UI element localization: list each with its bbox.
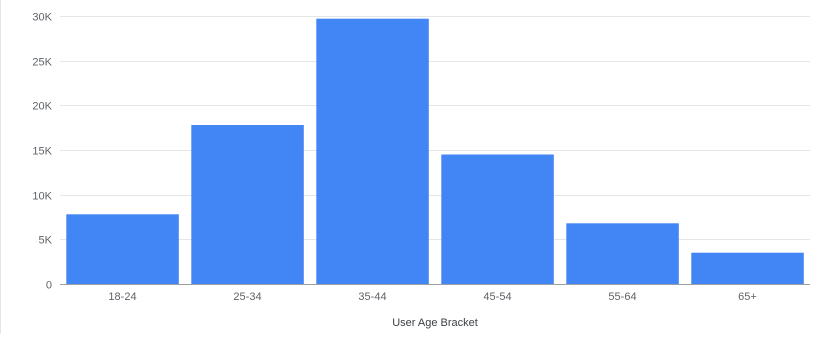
x-tick-label: 35-44: [358, 291, 386, 303]
y-tick-label: 15K: [32, 146, 52, 158]
gridlines: [60, 16, 810, 240]
x-tick-label: 65+: [738, 291, 757, 303]
y-tick-label: 10K: [32, 191, 52, 203]
y-tick-label: 25K: [32, 57, 52, 69]
bar-55-64[interactable]: [566, 223, 679, 284]
y-tick-label: 20K: [32, 101, 52, 113]
bar-25-34[interactable]: [191, 125, 304, 284]
x-tick-label: 18-24: [108, 291, 136, 303]
y-tick-label: 0: [46, 280, 52, 292]
bars: [66, 18, 804, 285]
x-axis-tick-labels: 18-24 25-34 35-44 45-54 55-64 65+: [108, 291, 756, 303]
x-tick-label: 45-54: [483, 291, 511, 303]
y-tick-label: 5K: [39, 235, 53, 247]
bar-35-44[interactable]: [316, 18, 429, 284]
x-tick-label: 55-64: [608, 291, 636, 303]
bar-65+[interactable]: [691, 252, 804, 284]
x-axis-title: User Age Bracket: [392, 317, 478, 329]
bar-45-54[interactable]: [441, 154, 554, 285]
y-axis-tick-labels: 0 5K 10K 15K 20K 25K 30K: [32, 12, 52, 292]
bar-18-24[interactable]: [66, 214, 179, 284]
y-tick-label: 30K: [32, 12, 52, 24]
x-tick-label: 25-34: [233, 291, 261, 303]
